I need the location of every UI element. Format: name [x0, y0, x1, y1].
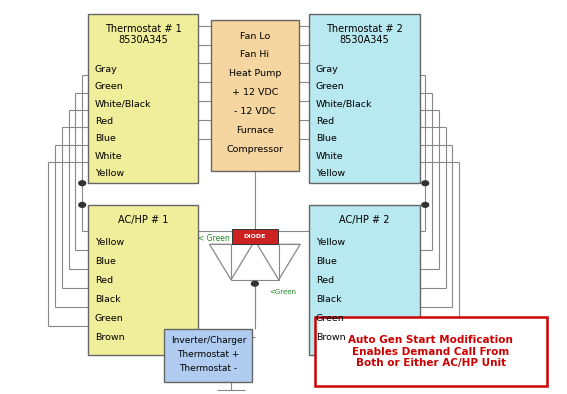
- Circle shape: [422, 181, 429, 186]
- Circle shape: [79, 181, 86, 186]
- Text: Fan Lo: Fan Lo: [240, 32, 270, 41]
- Text: Thermostat # 2
8530A345: Thermostat # 2 8530A345: [326, 24, 403, 45]
- Text: White/Black: White/Black: [316, 100, 373, 109]
- Text: <Green: <Green: [269, 288, 296, 295]
- Text: White/Black: White/Black: [95, 100, 151, 109]
- Circle shape: [422, 203, 429, 207]
- Text: Compressor: Compressor: [226, 145, 284, 154]
- Text: Green: Green: [316, 82, 345, 91]
- Text: Blue: Blue: [316, 257, 337, 266]
- Text: Yellow: Yellow: [95, 169, 124, 178]
- FancyBboxPatch shape: [309, 14, 420, 183]
- Text: White: White: [95, 152, 122, 161]
- Text: Green: Green: [95, 82, 124, 91]
- FancyBboxPatch shape: [88, 205, 198, 355]
- Text: Inverter/Charger: Inverter/Charger: [171, 336, 246, 345]
- Text: Gray: Gray: [316, 65, 338, 74]
- Text: Black: Black: [95, 295, 120, 304]
- Text: AC/HP # 2: AC/HP # 2: [339, 215, 390, 225]
- Text: Blue: Blue: [95, 134, 116, 143]
- Text: Thermostat # 1
8530A345: Thermostat # 1 8530A345: [105, 24, 181, 45]
- Text: Red: Red: [316, 276, 334, 285]
- Text: Yellow: Yellow: [316, 238, 345, 247]
- Text: Thermostat +: Thermostat +: [177, 350, 240, 359]
- Text: AC/HP # 1: AC/HP # 1: [118, 215, 168, 225]
- Text: Thermostat -: Thermostat -: [179, 364, 238, 374]
- FancyBboxPatch shape: [309, 205, 420, 355]
- Text: < Green >: < Green >: [198, 234, 238, 243]
- FancyBboxPatch shape: [88, 14, 198, 183]
- Text: Heat Pump: Heat Pump: [229, 69, 281, 78]
- Text: Blue: Blue: [95, 257, 116, 266]
- Text: Red: Red: [95, 276, 113, 285]
- Text: Blue: Blue: [316, 134, 337, 143]
- Text: Auto Gen Start Modification
Enables Demand Call From
Both or Either AC/HP Unit: Auto Gen Start Modification Enables Dema…: [349, 335, 513, 368]
- Text: - 12 VDC: - 12 VDC: [234, 107, 276, 116]
- Text: Brown: Brown: [95, 333, 124, 342]
- FancyBboxPatch shape: [164, 329, 252, 382]
- Text: DIODE: DIODE: [244, 234, 266, 239]
- Text: Yellow: Yellow: [316, 169, 345, 178]
- Text: Fan Hi: Fan Hi: [240, 50, 269, 59]
- Text: Yellow: Yellow: [95, 238, 124, 247]
- Circle shape: [79, 203, 86, 207]
- Text: Black: Black: [316, 295, 341, 304]
- FancyBboxPatch shape: [211, 20, 299, 171]
- Text: White: White: [316, 152, 344, 161]
- FancyBboxPatch shape: [232, 229, 278, 244]
- Text: Green: Green: [316, 314, 345, 323]
- Text: Furnace: Furnace: [236, 126, 274, 135]
- Text: Brown: Brown: [316, 333, 345, 342]
- Text: + 12 VDC: + 12 VDC: [232, 88, 278, 97]
- Circle shape: [252, 281, 259, 286]
- FancyBboxPatch shape: [315, 317, 547, 386]
- Text: Green: Green: [95, 314, 124, 323]
- Text: Red: Red: [316, 117, 334, 126]
- Text: Red: Red: [95, 117, 113, 126]
- Text: Gray: Gray: [95, 65, 117, 74]
